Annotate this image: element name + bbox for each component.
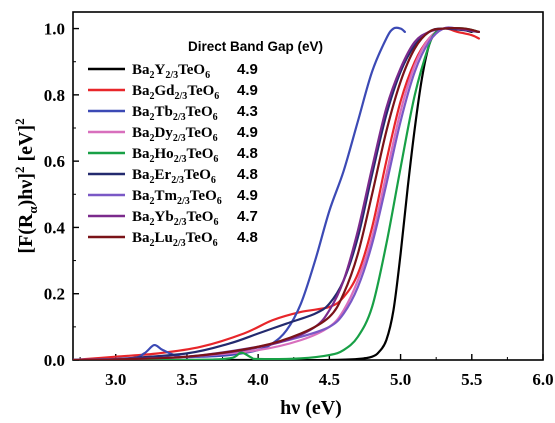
legend-label-dy: Ba2Dy2/3TeO6 [132,125,218,144]
legend-title: Direct Band Gap (eV) [188,39,323,54]
legend-band-gap-y: 4.9 [237,61,258,78]
y-tick-label: 0.4 [44,218,66,237]
y-tick-label: 0.2 [44,285,65,304]
legend-band-gap-tb: 4.3 [237,103,258,120]
x-tick-label: 5.5 [461,370,482,389]
legend: Direct Band Gap (eV) Ba2Y2/3TeO6 4.9 Ba2Gd2… [88,39,323,249]
series-lines [73,26,481,360]
legend-label-gd: Ba2Gd2/3TeO6 [132,83,219,102]
legend-band-gap-er: 4.8 [237,166,258,183]
legend-label-tb: Ba2Tb2/3TeO6 [132,104,218,123]
series-line-ho [73,27,481,360]
x-tick-label: 4.0 [248,370,269,389]
legend-band-gap-gd: 4.9 [237,82,258,99]
x-tick-label: 3.0 [105,370,126,389]
legend-label-er: Ba2Er2/3TeO6 [132,167,216,186]
legend-band-gap-lu: 4.8 [237,229,258,246]
series-line-tb [73,26,406,360]
x-tick-label: 5.0 [390,370,411,389]
y-tick-label: 0.0 [44,351,65,370]
legend-band-gap-tm: 4.9 [237,187,258,204]
y-tick-label: 0.8 [44,86,65,105]
legend-band-gap-dy: 4.9 [237,124,258,141]
series-line-lu [73,27,481,360]
legend-band-gap-yb: 4.7 [237,208,258,225]
y-axis-title: [F(Rα)hν]2 [eV]2 [12,118,40,253]
x-tick-label: 3.5 [176,370,197,389]
legend-label-y: Ba2Y2/3TeO6 [132,62,210,81]
legend-label-lu: Ba2Lu2/3TeO6 [132,230,218,249]
x-axis-title: hν (eV) [280,397,342,419]
legend-label-tm: Ba2Tm2/3TeO6 [132,188,222,207]
legend-band-gap-ho: 4.8 [237,145,258,162]
y-tick-label: 1.0 [44,20,65,39]
legend-label-ho: Ba2Ho2/3TeO6 [132,146,218,165]
x-tick-label: 4.5 [319,370,340,389]
legend-label-yb: Ba2Yb2/3TeO6 [132,209,218,228]
y-tick-label: 0.6 [44,152,65,171]
x-tick-label: 6.0 [532,370,553,389]
